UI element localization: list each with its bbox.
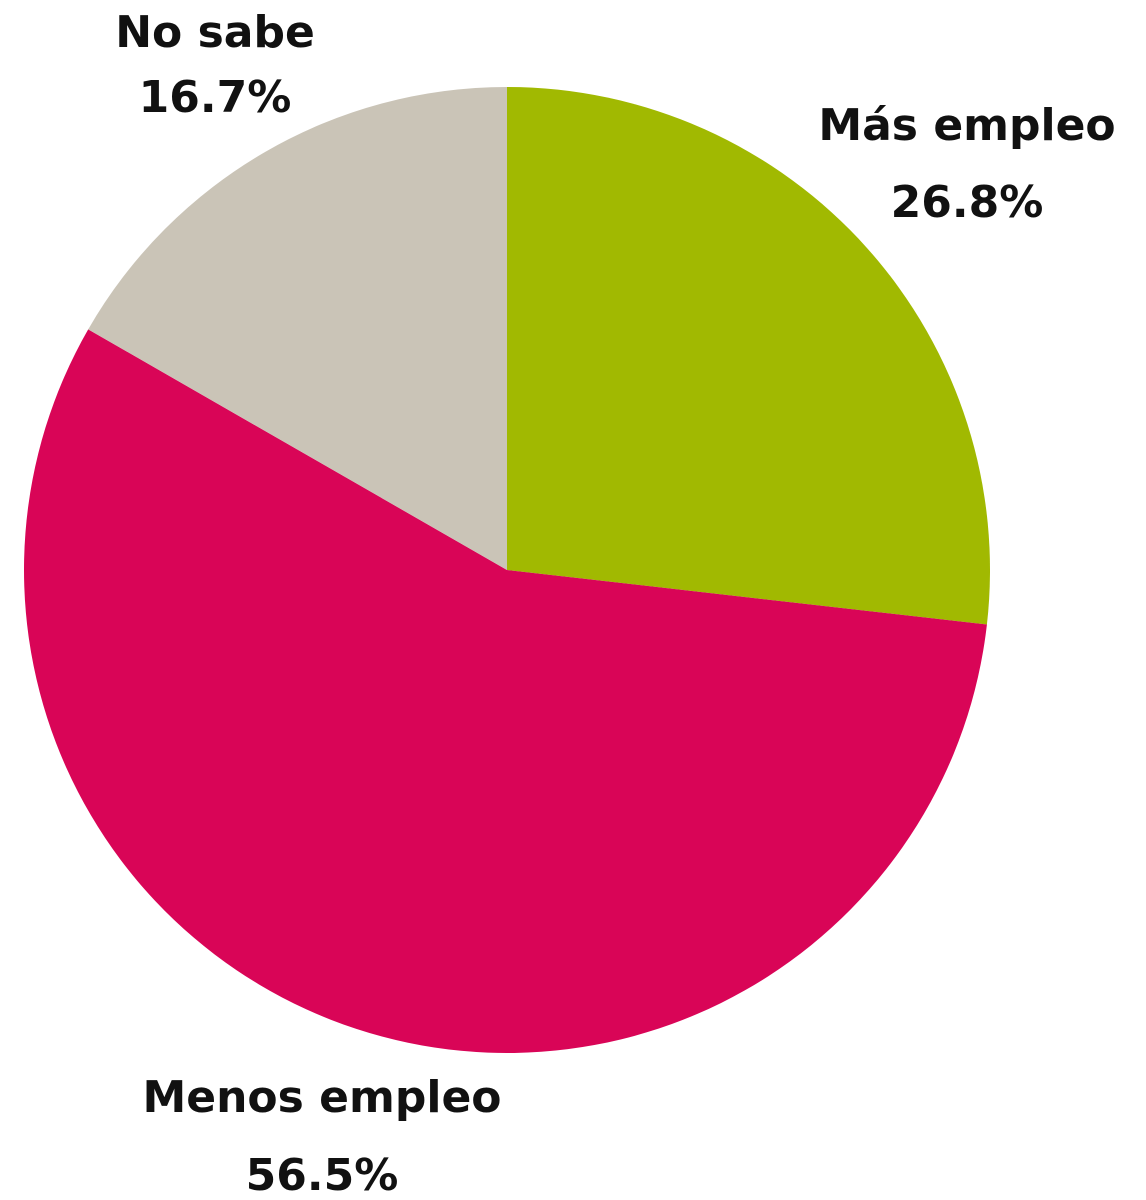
value-label: 26.8% [891, 177, 1044, 228]
value-label: 56.5% [246, 1150, 399, 1200]
value-label: 16.7% [139, 72, 292, 123]
slice-label: No sabe [115, 7, 315, 58]
slice-label: Más empleo [818, 100, 1115, 151]
slice-label: Menos empleo [142, 1072, 501, 1123]
pie-slice [24, 329, 987, 1053]
pie-slice [507, 87, 991, 625]
pie-slice [88, 86, 508, 570]
